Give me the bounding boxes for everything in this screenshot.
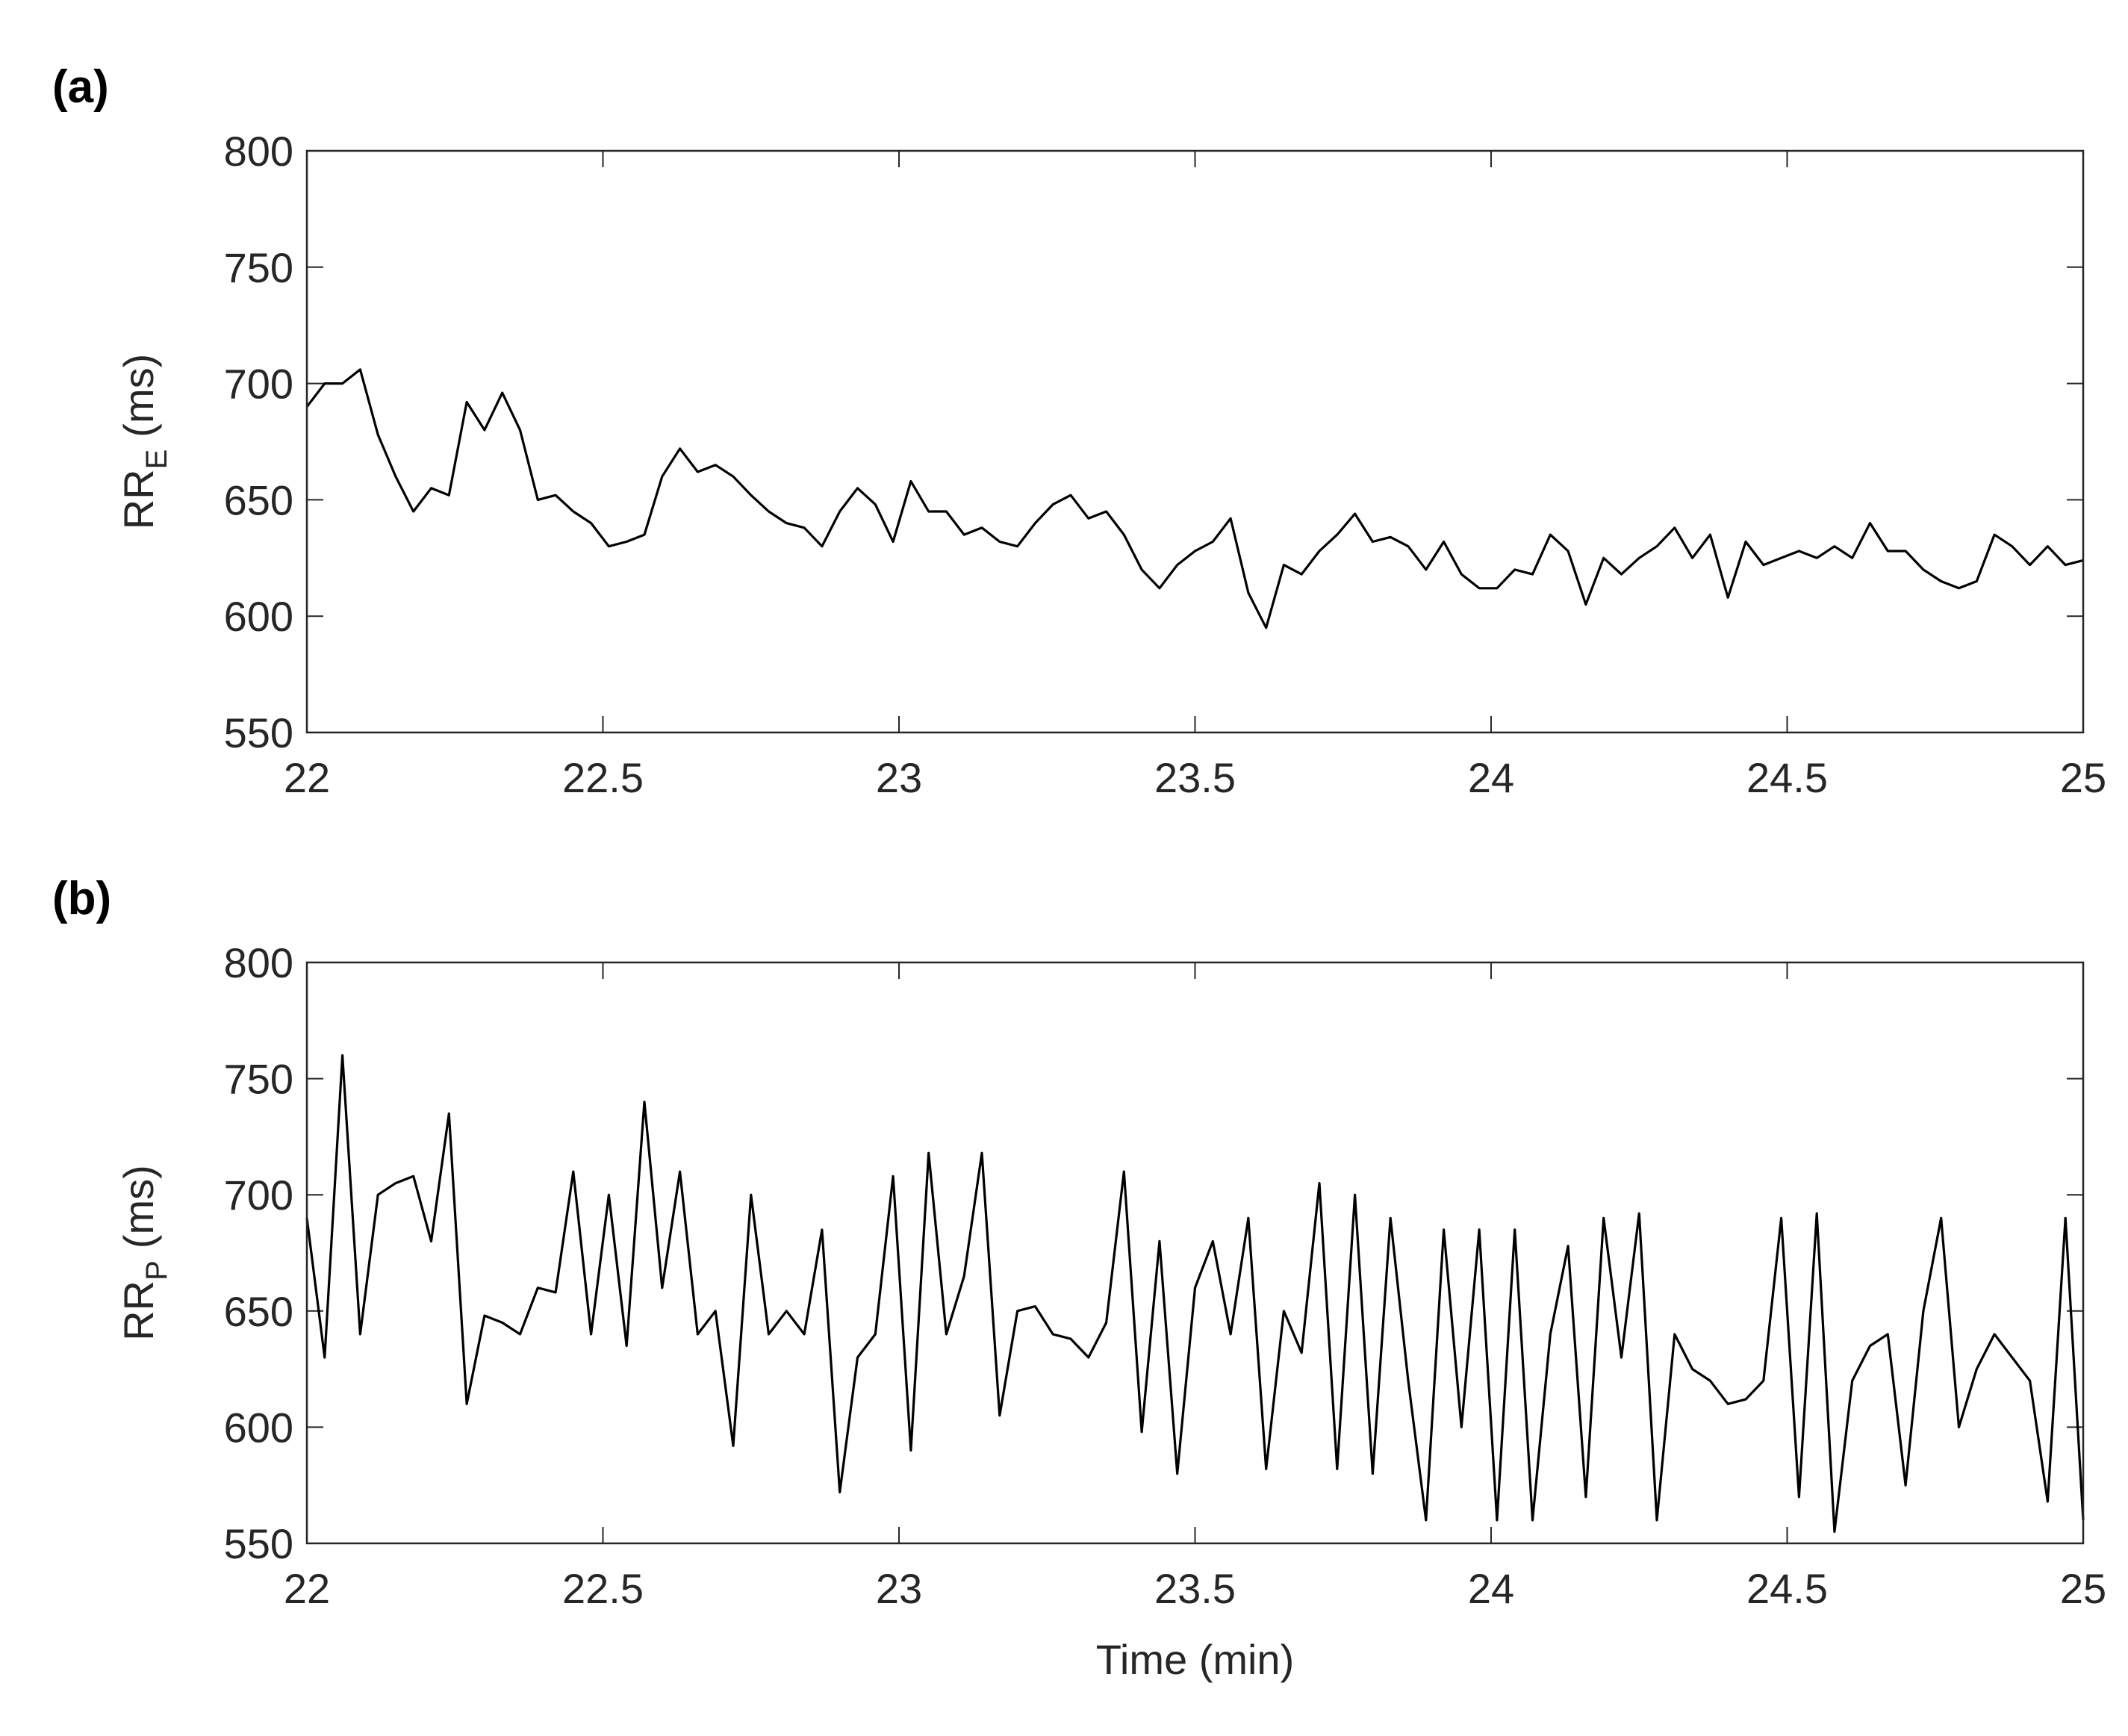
panel-label: (a) [52, 61, 109, 113]
y-axis-label-main: RR [115, 469, 162, 529]
y-tick-label: 650 [224, 1288, 293, 1335]
y-tick-label: 550 [224, 709, 293, 756]
axes-box [305, 149, 2085, 734]
x-tick-label: 22 [284, 754, 330, 801]
y-tick-label: 750 [224, 1056, 293, 1103]
x-tick-label: 24 [1468, 754, 1514, 801]
y-axis-label-main: RR [115, 1281, 162, 1341]
x-tick-label: 25 [2060, 1565, 2106, 1612]
y-axis-label: RRE (ms) [115, 354, 173, 530]
x-tick-label: 22.5 [562, 754, 644, 801]
x-tick-label: 24 [1468, 1565, 1514, 1612]
x-tick-label: 22.5 [562, 1565, 644, 1612]
axes-box [305, 961, 2085, 1545]
x-tick-label: 23 [876, 754, 922, 801]
y-tick-label: 600 [224, 593, 293, 640]
x-tick-label: 24.5 [1746, 1565, 1828, 1612]
y-axis-label-sub: P [140, 1260, 173, 1281]
y-axis-label-unit: (ms) [115, 354, 162, 438]
x-tick-label: 23.5 [1154, 1565, 1236, 1612]
y-tick-label: 600 [224, 1404, 293, 1451]
x-tick-label: 23.5 [1154, 754, 1236, 801]
y-tick-label: 750 [224, 244, 293, 291]
data-line [305, 1054, 2085, 1533]
y-axis-label-unit: (ms) [115, 1165, 162, 1248]
y-axis-label-sub: E [140, 449, 173, 470]
data-line [305, 368, 2084, 629]
x-tick-label: 23 [876, 1565, 922, 1612]
y-tick-label: 650 [224, 476, 293, 523]
x-tick-label: 22 [284, 1565, 330, 1612]
y-axis-label: RRP (ms) [115, 1165, 173, 1341]
x-tick-label: 24.5 [1746, 754, 1828, 801]
y-tick-label: 800 [224, 939, 293, 986]
y-tick-label: 550 [224, 1520, 293, 1567]
x-axis-label: Time (min) [1096, 1636, 1294, 1683]
y-tick-label: 700 [224, 1172, 293, 1219]
y-tick-label: 700 [224, 361, 293, 408]
panel-label: (b) [52, 873, 111, 924]
y-tick-label: 800 [224, 128, 293, 175]
x-tick-label: 25 [2060, 754, 2106, 801]
